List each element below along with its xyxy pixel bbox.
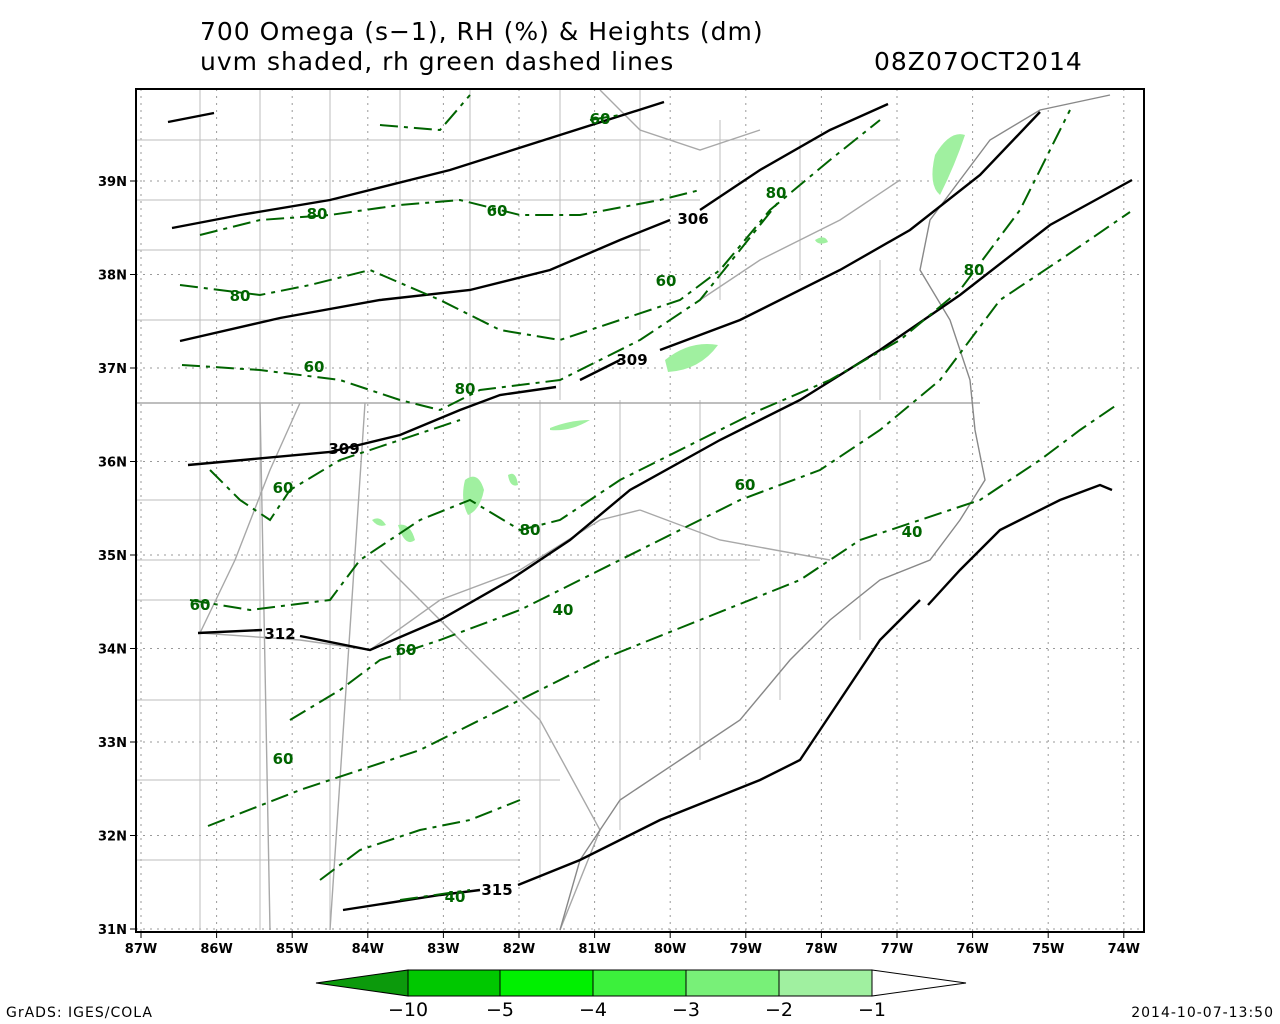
lon-tick-label: 77W xyxy=(881,942,913,957)
rh-label: 40 xyxy=(445,888,466,906)
colorbar-label: −10 xyxy=(388,999,428,1021)
uvm-shading xyxy=(372,134,965,543)
rh-label: 60 xyxy=(656,272,677,290)
lat-tick-label: 37N xyxy=(98,362,127,377)
height-label: 309 xyxy=(328,440,359,458)
rh-label: 80 xyxy=(964,261,985,279)
lat-tick-label: 35N xyxy=(98,549,127,564)
lat-tick-label: 38N xyxy=(98,269,127,284)
footer-left: GrADS: IGES/COLA xyxy=(6,1005,153,1021)
height-line xyxy=(167,100,665,230)
lon-tick-label: 74W xyxy=(1108,942,1140,957)
lon-tick-label: 83W xyxy=(427,942,459,957)
lon-tick-label: 78W xyxy=(805,942,837,957)
lon-tick-label: 75W xyxy=(1032,942,1064,957)
height-line xyxy=(187,111,1041,467)
rh-line xyxy=(199,94,701,236)
rh-line xyxy=(179,119,881,342)
lat-tick-label: 39N xyxy=(98,175,127,190)
height-line xyxy=(342,483,1113,912)
coastline xyxy=(559,94,1111,931)
lon-tick-label: 84W xyxy=(352,942,384,957)
height-contours xyxy=(167,100,1133,912)
rh-label: 60 xyxy=(735,476,756,494)
height-label: 315 xyxy=(481,881,512,899)
rh-contours xyxy=(179,94,1131,901)
uvm-area xyxy=(932,134,965,195)
colorbar-swatch xyxy=(499,969,594,997)
rh-label: 60 xyxy=(273,750,294,768)
rh-label: 80 xyxy=(520,521,541,539)
colorbar-swatch xyxy=(778,969,873,997)
colorbar: −10 −5 −4 −3 −2 −1 xyxy=(315,969,967,1021)
colorbar-swatch xyxy=(685,969,780,997)
rh-label: 60 xyxy=(304,358,325,376)
rh-line xyxy=(181,199,781,412)
height-line xyxy=(699,102,889,211)
title-line1: 700 Omega (s−1), RH (%) & Heights (dm) xyxy=(200,17,764,46)
lat-tick-label: 33N xyxy=(98,736,127,751)
rh-label: 60 xyxy=(273,479,294,497)
state-lines xyxy=(136,89,980,931)
height-line xyxy=(179,218,671,343)
colorbar-swatch xyxy=(407,969,501,997)
lat-tick-label: 31N xyxy=(98,923,127,938)
height-label: 312 xyxy=(264,625,295,643)
title-line2: uvm shaded, rh green dashed lines xyxy=(200,47,674,76)
lon-tick-label: 80W xyxy=(654,942,686,957)
footer-right: 2014-10-07-13:50 xyxy=(1131,1005,1274,1021)
lon-tick-label: 82W xyxy=(503,942,535,957)
lon-tick-label: 81W xyxy=(578,942,610,957)
colorbar-label: −5 xyxy=(486,999,514,1021)
colorbar-label: −4 xyxy=(579,999,607,1021)
lat-tick-label: 32N xyxy=(98,830,127,845)
rh-line xyxy=(207,403,1119,827)
lon-tick-label: 86W xyxy=(200,942,232,957)
rh-label: 80 xyxy=(307,205,328,223)
map-frame xyxy=(135,88,1145,933)
colorbar-swatch xyxy=(871,969,967,997)
lon-tick-label: 87W xyxy=(125,942,157,957)
colorbar-swatch xyxy=(315,969,409,997)
rh-line xyxy=(289,211,1131,721)
lon-tick-label: 79W xyxy=(730,942,762,957)
colorbar-label: −2 xyxy=(765,999,793,1021)
rh-label: 60 xyxy=(487,202,508,220)
rh-label: 60 xyxy=(396,641,417,659)
height-line xyxy=(197,178,1133,652)
height-label: 309 xyxy=(616,351,647,369)
valid-time: 08Z07OCT2014 xyxy=(874,47,1083,76)
lat-tick-label: 34N xyxy=(98,643,127,658)
rh-line xyxy=(209,419,461,522)
colorbar-label: −3 xyxy=(672,999,700,1021)
uvm-area xyxy=(665,344,718,372)
lat-tick-label: 36N xyxy=(98,456,127,471)
county-lines xyxy=(136,90,900,930)
uvm-area xyxy=(372,237,828,543)
rh-label: 40 xyxy=(553,601,574,619)
uvm-area xyxy=(550,420,590,431)
lon-tick-label: 85W xyxy=(276,942,308,957)
rh-label: 60 xyxy=(590,110,611,128)
rh-line xyxy=(319,799,521,901)
height-label: 306 xyxy=(677,210,708,228)
rh-label: 60 xyxy=(190,596,211,614)
uvm-area xyxy=(463,476,484,515)
contour-labels: 306 309 309 312 315 60 60 80 80 80 60 80 60 80 60 60 80 4… xyxy=(190,110,985,906)
lon-tick-label: 76W xyxy=(956,942,988,957)
rh-label: 40 xyxy=(902,523,923,541)
rh-label: 80 xyxy=(766,184,787,202)
colorbar-swatch xyxy=(592,969,687,997)
boundaries xyxy=(136,89,1111,931)
grid: 87W 86W 85W 84W 83W 82W 81W 80W 79W 78W 77W 76W 75W 7… xyxy=(98,89,1144,957)
colorbar-label: −1 xyxy=(858,999,886,1021)
rh-label: 80 xyxy=(230,287,251,305)
rh-line xyxy=(189,109,1071,612)
rh-label: 80 xyxy=(455,380,476,398)
